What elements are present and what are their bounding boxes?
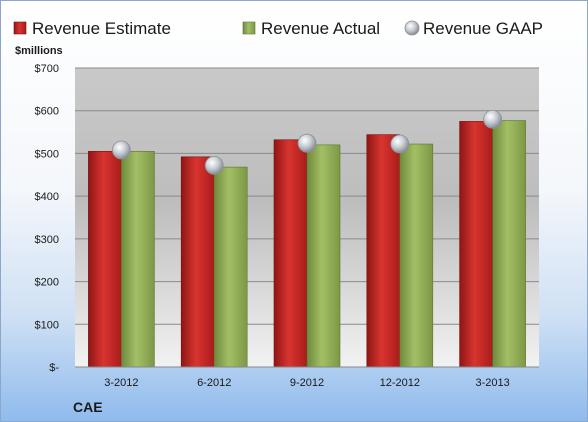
x-tick-label: 3-2012 [104,377,138,389]
legend-label: Revenue GAAP [423,19,543,38]
legend-swatch-gaap [404,20,420,36]
gaap-marker [390,134,410,154]
legend-label: Revenue Estimate [32,19,171,38]
x-tick-label: 9-2012 [290,377,324,389]
actual-bar [213,166,248,368]
estimate-bar [459,121,493,368]
x-axis-ticks: 3-2012 6-2012 9-2012 12-2012 3-2013 [104,377,509,389]
legend-swatch [13,21,27,35]
x-tick-label: 6-2012 [197,377,231,389]
y-tick-label: $100 [35,319,59,331]
gaap-marker [204,155,224,175]
estimate-bar [180,156,215,368]
y-tick-label: $300 [35,234,59,246]
x-tick-label: 3-2013 [475,377,509,389]
y-axis-label: $millions [15,45,63,57]
x-tick-label: 12-2012 [380,377,420,389]
y-tick-label: $400 [35,191,59,203]
ticker-symbol: CAE [73,399,103,415]
legend: Revenue Estimate Revenue Actual Revenue GA… [13,19,543,38]
bars [88,120,526,368]
y-tick-label: $500 [35,148,59,160]
estimate-bar [273,139,308,368]
estimate-bar [366,134,401,368]
actual-bar [306,144,341,368]
y-tick-label: $200 [35,277,59,289]
gaap-marker [297,133,317,153]
legend-label: Revenue Actual [261,19,380,38]
y-tick-label: $700 [35,63,59,75]
y-axis-ticks: $- $100 $200 $300 $400 $500 $600 $700 [35,63,60,374]
actual-bar [399,143,434,368]
legend-swatch [242,21,256,35]
gaap-marker [112,140,131,160]
gaap-markers [112,109,503,175]
estimate-bar [88,150,122,368]
y-tick-label: $- [49,362,59,374]
y-tick-label: $600 [35,106,59,118]
actual-bar [492,120,526,368]
actual-bar [121,150,155,368]
gaap-marker [483,109,503,129]
